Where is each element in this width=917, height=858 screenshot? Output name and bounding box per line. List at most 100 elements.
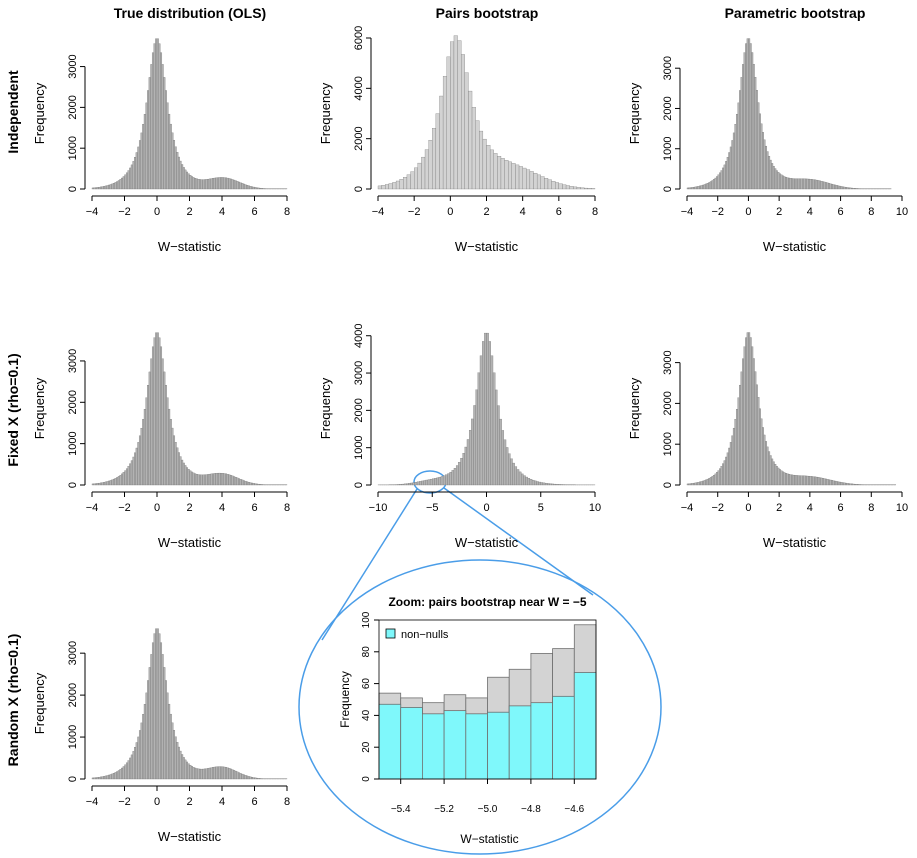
histogram-bar <box>785 473 787 486</box>
histogram-bar <box>117 180 120 190</box>
histogram-bar <box>432 478 435 486</box>
histogram-bar <box>200 474 203 486</box>
histogram-bar <box>788 474 791 486</box>
histogram-bar <box>791 178 794 190</box>
histogram-bar <box>179 750 182 780</box>
histogram-bar <box>838 481 841 486</box>
histogram-bar <box>381 185 386 190</box>
histogram-bar <box>200 768 203 780</box>
histogram-bar <box>477 372 481 486</box>
histogram-bar <box>238 772 241 780</box>
histogram-bar <box>252 483 255 486</box>
histogram-bar <box>233 770 236 780</box>
histogram-bar <box>96 483 99 486</box>
column-title-true: True distribution (OLS) <box>114 5 266 21</box>
x-axis-label: W−statistic <box>158 535 222 550</box>
histogram-bar <box>699 481 701 486</box>
histogram-bar <box>132 751 135 780</box>
histogram-bar <box>540 482 544 486</box>
zoom-nonnull-bar <box>400 707 423 780</box>
x-tick-label: −10 <box>369 502 388 514</box>
histogram-bar <box>765 441 768 486</box>
x-tick-label: 2 <box>186 206 192 218</box>
histogram-bar <box>745 337 748 486</box>
histogram-bar <box>536 174 541 190</box>
histogram-bar <box>723 164 726 190</box>
histogram-bar <box>127 466 130 486</box>
histogram-bar <box>186 171 189 190</box>
y-tick-label: 80 <box>361 646 372 658</box>
histogram-bar <box>156 38 159 190</box>
x-tick-label: 2 <box>776 502 782 514</box>
x-tick-label: −2 <box>408 206 421 218</box>
histogram-bar <box>749 337 752 486</box>
histogram-bar <box>490 355 494 486</box>
y-axis-label: Frequency <box>627 377 642 439</box>
histogram-bar <box>184 465 187 486</box>
histogram-bar <box>848 483 850 486</box>
histogram-bar <box>732 427 735 486</box>
y-tick-label: 3000 <box>67 54 79 78</box>
histogram-bar <box>101 482 104 486</box>
histogram-bar <box>153 633 156 780</box>
histogram-bar <box>512 462 515 486</box>
histogram-bar <box>194 178 197 190</box>
histogram-bar <box>835 481 838 486</box>
zoom-callout <box>298 470 662 855</box>
histogram-bar <box>156 628 159 780</box>
histogram-bar <box>709 477 712 486</box>
histogram-bar <box>205 768 208 780</box>
y-tick-label: 0 <box>662 482 674 488</box>
x-tick-label: 8 <box>868 502 874 514</box>
histogram-bar <box>103 482 106 486</box>
histogram-bar <box>151 642 154 780</box>
histogram-bar <box>215 473 218 486</box>
histogram-bar <box>112 478 115 486</box>
histogram-bar <box>453 468 457 486</box>
histogram-bar <box>788 177 791 190</box>
histogram-bar <box>826 479 829 486</box>
histogram-bar <box>186 761 189 780</box>
histogram-bar <box>544 178 549 190</box>
y-tick-label: 3000 <box>662 56 674 80</box>
histogram-bar <box>845 187 847 190</box>
x-tick-label: 6 <box>251 502 257 514</box>
histogram-bar <box>708 478 711 486</box>
histogram-bar <box>160 52 163 190</box>
histogram-bar <box>151 52 154 190</box>
histogram-bar <box>208 473 211 486</box>
histogram-bar <box>688 483 691 486</box>
histogram-bar <box>560 484 563 486</box>
histogram-bar <box>116 477 119 486</box>
histogram-bar <box>708 182 711 190</box>
x-tick-label: 0 <box>745 206 751 218</box>
histogram-bar <box>176 742 179 780</box>
histogram-bar <box>195 768 198 780</box>
histogram-bar <box>739 384 741 486</box>
histogram-bar <box>408 483 411 486</box>
histogram-bar <box>91 777 94 780</box>
histogram-bar <box>757 397 760 486</box>
histogram-bar <box>697 482 700 486</box>
histogram-bar <box>740 371 743 486</box>
y-tick-label: 2000 <box>353 398 365 422</box>
histogram-bar <box>153 337 156 486</box>
histogram-bar <box>160 642 163 780</box>
histogram-bar <box>768 451 771 486</box>
histogram-bar <box>166 397 169 486</box>
histogram-bar <box>691 187 694 190</box>
histogram-bar <box>694 482 697 486</box>
histogram-bar <box>851 483 854 486</box>
histogram-bar <box>828 479 830 486</box>
histogram-bar <box>199 768 202 780</box>
histogram-bar <box>522 167 527 190</box>
histogram-bar <box>212 767 215 780</box>
histogram-bar <box>114 182 117 190</box>
y-tick-label: 1000 <box>662 432 674 456</box>
histogram-bar <box>834 480 837 486</box>
y-tick-label: 2000 <box>662 391 674 415</box>
y-axis-label: Frequency <box>32 377 47 439</box>
histogram-bar <box>555 182 559 190</box>
histogram-bar <box>815 476 818 486</box>
